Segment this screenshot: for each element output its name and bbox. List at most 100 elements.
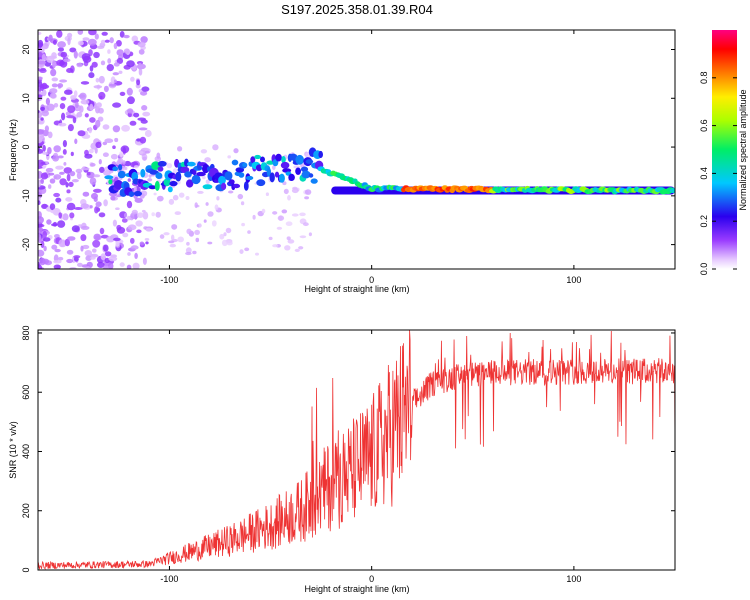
colorbar-label: Normalized spectral amplitude bbox=[738, 89, 748, 210]
spectrogram-noise-blob bbox=[53, 264, 61, 269]
spectrogram-noise-blob bbox=[46, 219, 52, 225]
spectrogram-noise-blob bbox=[112, 219, 117, 227]
spectrogram-noise-blob bbox=[214, 204, 219, 211]
spectrogram-noise-blob bbox=[216, 196, 220, 201]
spectrogram-noise-blob bbox=[67, 236, 76, 241]
spectrogram-noise-blob bbox=[136, 229, 142, 234]
spectrogram-noise-blob bbox=[121, 218, 128, 223]
spectrogram-noise-blob bbox=[80, 234, 87, 242]
spectrogram-noise-blob bbox=[169, 243, 176, 248]
spectrogram-noise-blob bbox=[77, 40, 84, 46]
spectrogram-noise-blob bbox=[139, 241, 145, 246]
spectrogram-noise-blob bbox=[122, 232, 129, 238]
snr-y-tick-label: 800 bbox=[21, 325, 31, 340]
spectrogram-signal-blob bbox=[301, 170, 311, 179]
spectrogram-noise-blob bbox=[140, 119, 148, 124]
spectrogram-noise-blob bbox=[103, 85, 109, 93]
spectrogram-noise-blob bbox=[41, 53, 46, 61]
snr-series-line bbox=[37, 329, 676, 571]
spectrogram-noise-blob bbox=[212, 144, 219, 151]
spectrogram-noise-blob bbox=[94, 206, 99, 214]
spectrogram-noise-blob bbox=[80, 203, 90, 209]
spectrogram-noise-blob bbox=[204, 157, 211, 163]
spectrogram-noise-blob bbox=[64, 89, 73, 95]
spectrogram-noise-blob bbox=[49, 203, 56, 211]
spectrogram-noise-blob bbox=[268, 236, 273, 241]
spectrogram-noise-blob bbox=[89, 177, 97, 186]
spectrogram-y-tick-label: 10 bbox=[21, 93, 31, 103]
spectrogram-noise-blob bbox=[127, 178, 131, 182]
colorbar-ticks: 0.0 0.2 0.4 0.6 0.8 bbox=[699, 72, 737, 275]
spectrogram-noise-blob bbox=[116, 57, 124, 64]
spectrogram-signal-blob bbox=[184, 171, 192, 178]
spectrogram-noise-blob bbox=[116, 49, 124, 56]
spectrogram-noise-blob bbox=[177, 236, 184, 243]
spectrogram-noise-blob bbox=[126, 264, 132, 269]
spectrogram-noise-blob bbox=[147, 178, 153, 182]
spectrogram-noise-blob bbox=[129, 120, 137, 126]
spectrogram-signal-blob bbox=[274, 171, 280, 178]
spectrogram-noise-blob bbox=[126, 60, 135, 68]
spectrogram-noise-blob bbox=[200, 149, 208, 154]
spectrogram-signal-blob bbox=[157, 166, 164, 172]
spectrogram-signal-blob bbox=[191, 174, 201, 185]
spectrogram-signal-blob bbox=[118, 164, 123, 171]
spectrogram-signal-blob bbox=[275, 153, 282, 162]
spectrogram-noise-blob bbox=[48, 34, 53, 42]
spectrogram-noise-blob bbox=[186, 228, 192, 235]
spectrogram-noise-blob bbox=[61, 112, 66, 121]
spectrogram-noise-blob bbox=[45, 167, 54, 173]
spectrogram-noise-blob bbox=[308, 232, 312, 237]
spectrogram-signal-blob bbox=[235, 167, 245, 173]
spectrogram-noise-blob bbox=[114, 137, 119, 143]
spectrogram-y-tick-label: -20 bbox=[21, 238, 31, 251]
spectrogram-noise-blob bbox=[139, 136, 147, 144]
spectrogram-noise-blob bbox=[126, 200, 133, 209]
spectrogram-noise-blob bbox=[174, 211, 181, 216]
spectrogram-noise-blob bbox=[145, 241, 149, 245]
spectrogram-noise-blob bbox=[51, 77, 59, 82]
spectrogram-noise-blob bbox=[66, 202, 76, 211]
spectrogram-noise-blob bbox=[95, 119, 101, 128]
spectrogram-signal-blob bbox=[218, 175, 226, 185]
spectrogram-noise-blob bbox=[48, 184, 52, 189]
spectrogram-noise-blob bbox=[44, 125, 50, 132]
spectrogram-noise-blob bbox=[286, 236, 291, 241]
spectrogram-noise-blob bbox=[132, 262, 140, 269]
spectrogram-noise-blob bbox=[281, 209, 288, 214]
spectrogram-noise-blob bbox=[49, 92, 57, 99]
spectrogram-noise-blob bbox=[82, 55, 92, 63]
spectrogram-noise-blob bbox=[51, 244, 58, 250]
snr-y-label: SNR (10 * v/v) bbox=[8, 421, 18, 479]
spectrogram-signal-blob bbox=[155, 172, 163, 179]
spectrogram-noise-blob bbox=[186, 241, 190, 246]
spectrogram-noise-blob bbox=[80, 245, 84, 252]
spectrogram-noise-blob bbox=[49, 88, 58, 94]
spectrogram-noise-blob bbox=[252, 214, 256, 220]
snr-x-label: Height of straight line (km) bbox=[304, 584, 409, 594]
spectrogram-signal-blob bbox=[175, 171, 182, 182]
spectrogram-signal-blob bbox=[278, 173, 285, 183]
spectrogram-noise-blob bbox=[113, 62, 120, 67]
spectrogram-noise-blob bbox=[155, 211, 161, 218]
spectrogram-signal-blob bbox=[157, 160, 167, 167]
spectrogram-signal-blob bbox=[256, 179, 266, 187]
spectrogram-noise-blob bbox=[239, 249, 244, 255]
spectrogram-noise-blob bbox=[63, 58, 71, 63]
snr-x-tick-label: -100 bbox=[160, 574, 178, 584]
spectrogram-noise-blob bbox=[148, 174, 152, 178]
spectrogram-noise-blob bbox=[57, 47, 64, 52]
spectrogram-noise-blob bbox=[52, 39, 57, 45]
spectrogram-noise-blob bbox=[304, 189, 312, 195]
spectrogram-noise-blob bbox=[89, 65, 94, 72]
spectrogram-noise-blob bbox=[66, 68, 74, 73]
spectrogram-noise-blob bbox=[66, 115, 75, 119]
spectrogram-signal-blob bbox=[112, 166, 119, 172]
spectrogram-noise-blob bbox=[65, 197, 73, 202]
spectrogram-noise-blob bbox=[38, 249, 45, 257]
spectrogram-noise-blob bbox=[115, 40, 122, 47]
spectrogram-noise-blob bbox=[140, 91, 148, 96]
spectrogram-noise-blob bbox=[100, 60, 106, 66]
spectrogram-signal-blob bbox=[196, 171, 206, 177]
